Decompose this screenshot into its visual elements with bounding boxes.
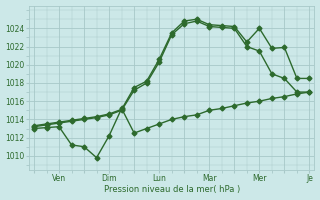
X-axis label: Pression niveau de la mer( hPa ): Pression niveau de la mer( hPa )	[104, 185, 240, 194]
